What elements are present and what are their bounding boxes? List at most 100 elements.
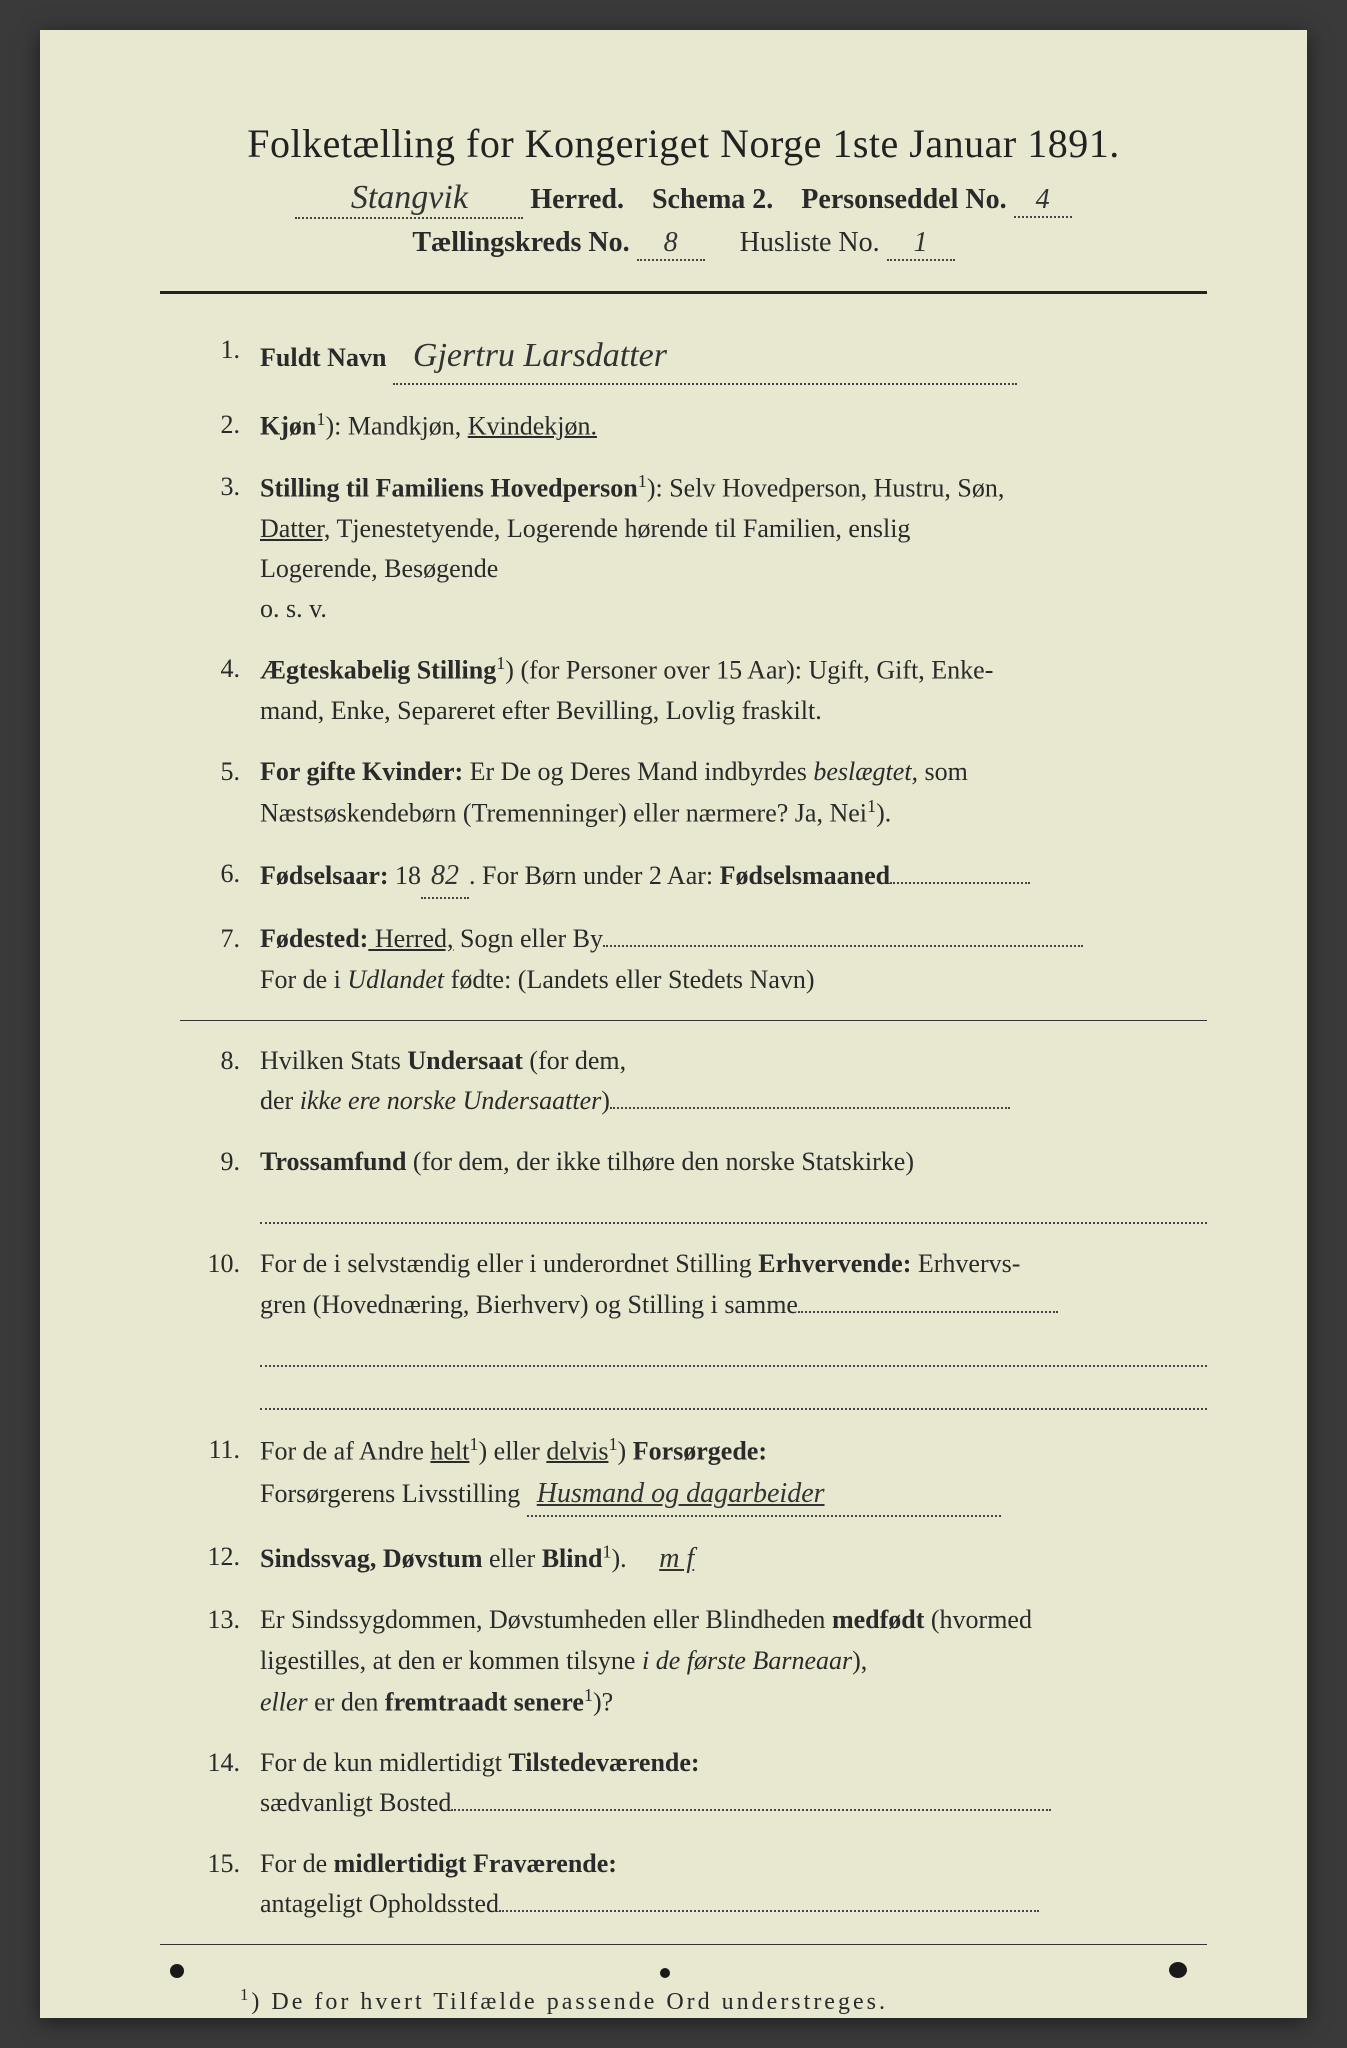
- item-1: 1. Fuldt Navn Gjertru Larsdatter: [180, 330, 1207, 385]
- sup-1: 1: [638, 471, 647, 491]
- header-line-2: Tællingskreds No. 8 Husliste No. 1: [160, 227, 1207, 261]
- item-content: For de af Andre helt1) eller delvis1) Fo…: [260, 1430, 1207, 1517]
- underlined-herred: Herred,: [368, 924, 453, 953]
- label-fuldt-navn: Fuldt Navn: [260, 343, 386, 372]
- bold-fremtraadt: fremtraadt senere: [385, 1688, 584, 1717]
- field-bosted: [451, 1809, 1051, 1811]
- item-number: 8.: [180, 1041, 260, 1081]
- item-content: Er Sindssygdommen, Døvstumheden eller Bl…: [260, 1600, 1207, 1723]
- item-number: 11.: [180, 1430, 260, 1470]
- text-line1: Hvilken Stats: [260, 1046, 407, 1075]
- item-11: 11. For de af Andre helt1) eller delvis1…: [180, 1430, 1207, 1517]
- label-aegteskab: Ægteskabelig Stilling: [260, 656, 496, 685]
- field-undersaat: [610, 1107, 1010, 1109]
- text-line1: ) (for Personer over 15 Aar): Ugift, Gif…: [505, 656, 993, 685]
- text-line2: Logerende, Besøgende: [260, 554, 498, 583]
- kreds-label: Tællingskreds No.: [412, 227, 629, 258]
- text-line2: antageligt Opholdssted: [260, 1889, 499, 1918]
- text-line1: (for dem, der ikke tilhøre den norske St…: [406, 1147, 914, 1176]
- kreds-field: 8: [637, 227, 705, 261]
- husliste-field: 1: [887, 227, 955, 261]
- item-14: 14. For de kun midlertidigt Tilstedevære…: [180, 1743, 1207, 1824]
- label-sindssvag: Sindssvag, Døvstum: [260, 1544, 483, 1573]
- item-12: 12. Sindssvag, Døvstum eller Blind1). m …: [180, 1537, 1207, 1580]
- item-content: For de i selvstændig eller i underordnet…: [260, 1244, 1207, 1409]
- text-end: ).: [876, 799, 891, 828]
- text-line1: Sogn eller By: [454, 924, 604, 953]
- text-mid: eller: [483, 1544, 542, 1573]
- label-kjon: Kjøn: [260, 411, 316, 440]
- label-fodselsmaaned: Fødselsmaaned: [720, 861, 890, 890]
- field-navn: Gjertru Larsdatter: [393, 330, 1017, 385]
- footnote-text: ) De for hvert Tilfælde passende Ord und…: [251, 1989, 888, 2015]
- item-number: 5.: [180, 752, 260, 792]
- text-kjon: ): Mandkjøn,: [325, 411, 467, 440]
- field-erhverv-a: [798, 1311, 1058, 1313]
- text-line1b: (for dem,: [523, 1046, 626, 1075]
- sup-1: 1: [469, 1434, 478, 1454]
- text-line1b: . For Børn under 2 Aar:: [469, 861, 720, 890]
- field-year: 82: [421, 854, 469, 899]
- text-line3: o. s. v.: [260, 594, 327, 623]
- item-content: For gifte Kvinder: Er De og Deres Mand i…: [260, 752, 1207, 834]
- label-trossamfund: Trossamfund: [260, 1147, 406, 1176]
- text-end: ).: [612, 1544, 627, 1573]
- item-number: 13.: [180, 1600, 260, 1640]
- item-number: 14.: [180, 1743, 260, 1783]
- ink-spot-icon: [660, 1968, 670, 1978]
- text-line1: For de i selvstændig eller i underordnet…: [260, 1249, 758, 1278]
- underlined-delvis: delvis: [546, 1436, 608, 1465]
- text-mid: ) eller: [479, 1436, 547, 1465]
- item-number: 10.: [180, 1244, 260, 1284]
- italic-beslaegtet: beslægtet,: [813, 757, 918, 786]
- item-8: 8. Hvilken Stats Undersaat (for dem, der…: [180, 1041, 1207, 1122]
- text-line1b: ): [618, 1436, 633, 1465]
- text-line1: For de kun midlertidigt: [260, 1748, 508, 1777]
- document-title: Folketælling for Kongeriget Norge 1ste J…: [160, 120, 1207, 167]
- header-line-1: Stangvik Herred. Schema 2. Personseddel …: [160, 179, 1207, 219]
- item-3: 3. Stilling til Familiens Hovedperson1):…: [180, 467, 1207, 630]
- text-line1b: Erhvervs-: [911, 1249, 1020, 1278]
- item-number: 9.: [180, 1142, 260, 1182]
- item-13: 13. Er Sindssygdommen, Døvstumheden elle…: [180, 1600, 1207, 1723]
- item-content: For de kun midlertidigt Tilstedeværende:…: [260, 1743, 1207, 1824]
- item-number: 2.: [180, 405, 260, 445]
- document-paper: Folketælling for Kongeriget Norge 1ste J…: [40, 30, 1307, 2018]
- footnote-sup: 1: [240, 1985, 251, 2004]
- sup-1: 1: [602, 1541, 611, 1561]
- item-content: Hvilken Stats Undersaat (for dem, der ik…: [260, 1041, 1207, 1122]
- label-stilling: Stilling til Familiens Hovedperson: [260, 473, 638, 502]
- text-line2b: ),: [852, 1646, 867, 1675]
- text-line1a: ): Selv Hovedperson, Hustru, Søn,: [647, 473, 1004, 502]
- year-prefix: 18: [389, 861, 422, 890]
- item-content: For de midlertidigt Fraværende: antageli…: [260, 1844, 1207, 1925]
- text-line2b: fødte: (Landets eller Stedets Navn): [444, 965, 814, 994]
- text-line2: Forsørgerens Livsstilling: [260, 1479, 520, 1508]
- field-erhverv-b: [260, 1329, 1207, 1367]
- item-number: 15.: [180, 1844, 260, 1884]
- field-12-value: m f: [659, 1543, 694, 1574]
- text-line2a: ligestilles, at den er kommen tilsyne: [260, 1646, 642, 1675]
- personseddel-field: 4: [1014, 184, 1072, 218]
- item-6: 6. Fødselsaar: 1882. For Børn under 2 Aa…: [180, 854, 1207, 899]
- text-line2: sædvanligt Bosted: [260, 1788, 451, 1817]
- item-number: 4.: [180, 649, 260, 689]
- item-content: Fuldt Navn Gjertru Larsdatter: [260, 330, 1207, 385]
- item-10: 10. For de i selvstændig eller i underor…: [180, 1244, 1207, 1409]
- underlined-datter: Datter,: [260, 514, 330, 543]
- text-line3b: )?: [593, 1688, 613, 1717]
- underlined-helt: helt: [430, 1436, 469, 1465]
- italic-barneaar: i de første Barneaar: [642, 1646, 852, 1675]
- item-9: 9. Trossamfund (for dem, der ikke tilhør…: [180, 1142, 1207, 1225]
- sup-2: 1: [608, 1434, 617, 1454]
- form-items: 1. Fuldt Navn Gjertru Larsdatter 2. Kjøn…: [160, 330, 1207, 1924]
- herred-label: Herred.: [530, 184, 624, 215]
- text-line2: gren (Hovednæring, Bierhverv) og Stillin…: [260, 1290, 798, 1319]
- ink-spot-icon: [1169, 1962, 1187, 1978]
- text-line2: mand, Enke, Separeret efter Bevilling, L…: [260, 696, 822, 725]
- field-maaned: [890, 882, 1030, 884]
- text-line1b: (hvormed: [924, 1605, 1032, 1634]
- label-forsorgede: Forsørgede:: [633, 1436, 767, 1465]
- bold-fravaerende: midlertidigt Fraværende:: [334, 1849, 617, 1878]
- text-line1: Er De og Deres Mand indbyrdes: [463, 757, 813, 786]
